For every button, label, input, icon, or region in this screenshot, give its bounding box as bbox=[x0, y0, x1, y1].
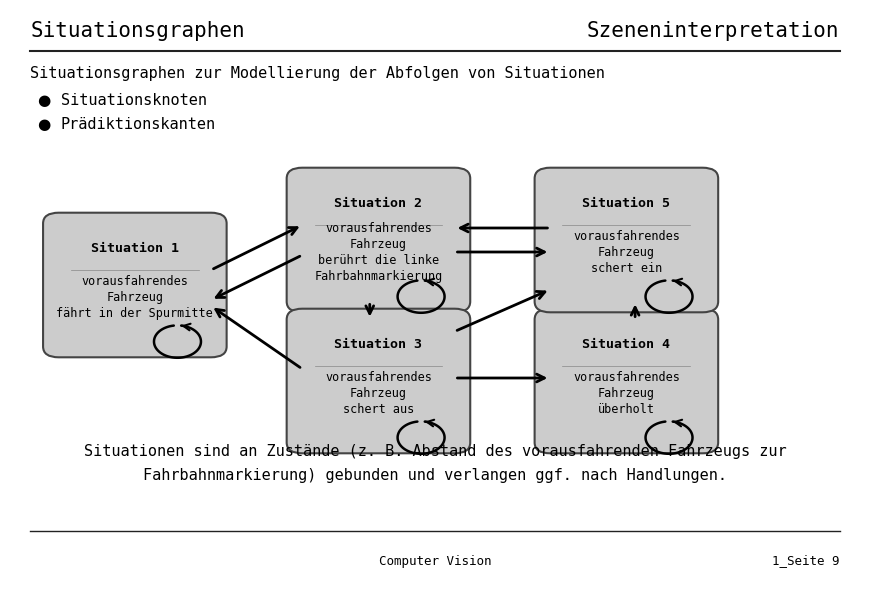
Text: vorausfahrendes
Fahrzeug
überholt: vorausfahrendes Fahrzeug überholt bbox=[573, 371, 679, 416]
Text: Situationsknoten: Situationsknoten bbox=[61, 93, 207, 108]
Text: Situationsgraphen zur Modellierung der Abfolgen von Situationen: Situationsgraphen zur Modellierung der A… bbox=[30, 66, 605, 81]
FancyBboxPatch shape bbox=[287, 308, 469, 454]
Text: ●: ● bbox=[36, 93, 50, 108]
Text: ●: ● bbox=[36, 117, 50, 132]
Text: Computer Vision: Computer Vision bbox=[378, 554, 491, 568]
Text: Fahrbahnmarkierung) gebunden und verlangen ggf. nach Handlungen.: Fahrbahnmarkierung) gebunden und verlang… bbox=[143, 468, 726, 483]
Text: vorausfahrendes
Fahrzeug
schert ein: vorausfahrendes Fahrzeug schert ein bbox=[573, 230, 679, 275]
Text: Prädiktionskanten: Prädiktionskanten bbox=[61, 117, 216, 132]
FancyBboxPatch shape bbox=[534, 168, 717, 312]
FancyBboxPatch shape bbox=[287, 168, 469, 312]
Text: Situation 1: Situation 1 bbox=[90, 242, 179, 254]
FancyBboxPatch shape bbox=[534, 308, 717, 454]
Text: Situation 3: Situation 3 bbox=[334, 338, 422, 350]
Text: Situation 2: Situation 2 bbox=[334, 197, 422, 209]
FancyBboxPatch shape bbox=[43, 213, 226, 357]
Text: Situationen sind an Zustände (z. B. Abstand des vorausfahrenden Fahrzeugs zur: Situationen sind an Zustände (z. B. Abst… bbox=[83, 444, 786, 459]
Text: Situation 5: Situation 5 bbox=[581, 197, 670, 209]
Text: Szeneninterpretation: Szeneninterpretation bbox=[587, 21, 839, 41]
Text: 1_Seite 9: 1_Seite 9 bbox=[771, 554, 839, 568]
Text: vorausfahrendes
Fahrzeug
schert aus: vorausfahrendes Fahrzeug schert aus bbox=[325, 371, 431, 416]
Text: Situation 4: Situation 4 bbox=[581, 338, 670, 350]
Text: Situationsgraphen: Situationsgraphen bbox=[30, 21, 245, 41]
Text: vorausfahrendes
Fahrzeug
fährt in der Spurmitte: vorausfahrendes Fahrzeug fährt in der Sp… bbox=[56, 275, 213, 320]
Text: vorausfahrendes
Fahrzeug
berührt die linke
Fahrbahnmarkierung: vorausfahrendes Fahrzeug berührt die lin… bbox=[314, 222, 442, 283]
